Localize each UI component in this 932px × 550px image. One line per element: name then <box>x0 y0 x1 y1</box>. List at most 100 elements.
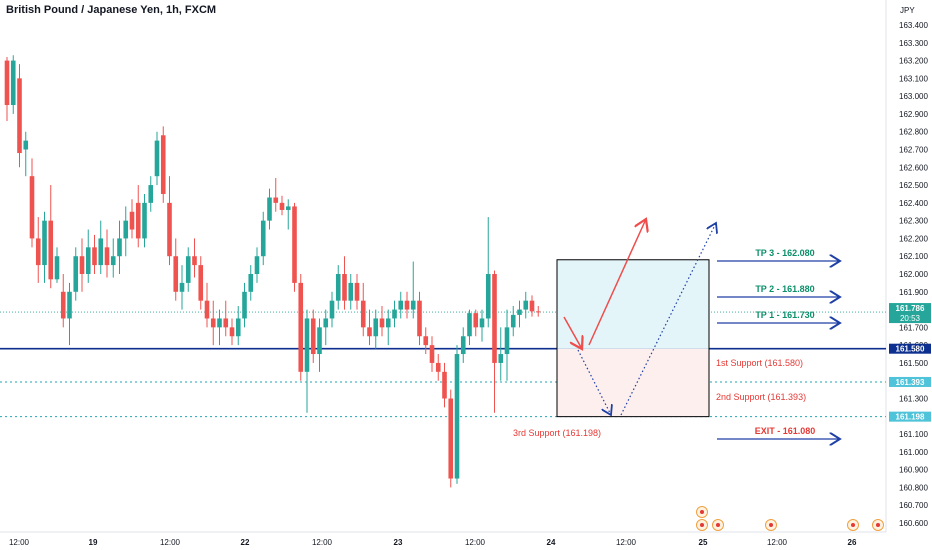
support-label-3: 3rd Support (161.198) <box>513 428 601 438</box>
event-marker-dot <box>700 523 704 527</box>
candle-body <box>273 197 279 203</box>
y-tick-label: 162.900 <box>899 110 928 119</box>
candle-body <box>235 318 241 337</box>
candle-body <box>373 318 379 337</box>
x-tick-label: 26 <box>848 538 857 547</box>
candle-body <box>73 256 79 292</box>
x-tick-label: 12:00 <box>312 538 333 547</box>
candle-body <box>85 247 91 274</box>
candle-body <box>473 313 479 328</box>
y-tick-label: 162.100 <box>899 252 928 261</box>
tp2-label: TP 2 - 161.880 <box>755 284 814 294</box>
support-2-tag-bg <box>889 376 931 387</box>
y-tick-label: 162.500 <box>899 181 928 190</box>
candle-body <box>535 311 541 313</box>
y-tick-label: 160.800 <box>899 483 928 492</box>
candle-body <box>117 238 122 257</box>
y-tick-label: 161.500 <box>899 359 928 368</box>
x-tick-label: 25 <box>699 538 708 547</box>
x-tick-label: 12:00 <box>160 538 181 547</box>
y-tick-label: 162.400 <box>899 199 928 208</box>
exit-label: EXIT - 161.080 <box>755 426 816 436</box>
y-tick-label: 160.600 <box>899 519 928 528</box>
candle-body <box>310 318 316 355</box>
y-tick-label: 160.900 <box>899 466 928 475</box>
candle-body <box>510 314 516 328</box>
event-marker-dot <box>851 523 855 527</box>
support-3-tag: 161.198 <box>896 413 925 422</box>
candle-body <box>385 318 391 328</box>
candle-body <box>360 300 366 328</box>
candle-body <box>223 318 229 328</box>
y-tick-label: 162.600 <box>899 163 928 172</box>
candle-body <box>398 300 404 310</box>
candle-body <box>110 256 116 266</box>
x-tick-label: 12:00 <box>767 538 788 547</box>
candle-body <box>417 300 422 337</box>
currency-label: JPY <box>900 6 915 15</box>
candle-body <box>460 336 466 355</box>
candle-body <box>435 362 441 372</box>
candle-body <box>367 327 372 337</box>
last-price-tag: 161.786 <box>896 304 925 313</box>
candle-body <box>129 211 135 230</box>
y-tick-label: 161.100 <box>899 430 928 439</box>
y-tick-label: 162.800 <box>899 128 928 137</box>
candle-body <box>154 140 160 177</box>
support-label-2: 2nd Support (161.393) <box>716 392 806 402</box>
candle-body <box>67 291 72 319</box>
candle-body <box>29 176 35 239</box>
support-label-1: 1st Support (161.580) <box>716 358 803 368</box>
candle-body <box>529 300 535 312</box>
y-tick-label: 162.300 <box>899 217 928 226</box>
candle-body <box>317 327 322 355</box>
x-tick-label: 12:00 <box>616 538 637 547</box>
x-tick-label: 24 <box>547 538 556 547</box>
candle-body <box>217 318 222 328</box>
candle-body <box>17 78 22 154</box>
candle-body <box>54 256 60 280</box>
event-marker-dot <box>700 510 704 514</box>
candle-body <box>504 327 510 355</box>
candle-body <box>467 313 472 337</box>
candle-body <box>442 371 447 399</box>
profit-zone <box>557 259 709 349</box>
candle-body <box>98 238 104 266</box>
candle-body <box>179 282 185 292</box>
candle-body <box>92 247 97 266</box>
x-tick-label: 19 <box>89 538 98 547</box>
support-1-tag: 161.580 <box>896 345 925 354</box>
y-tick-label: 161.900 <box>899 288 928 297</box>
candle-body <box>485 273 491 319</box>
candle-body <box>23 140 29 150</box>
support-1-tag-bg <box>889 343 931 354</box>
trade-box <box>556 259 710 418</box>
candle-body <box>173 256 179 292</box>
support-2-tag: 161.393 <box>896 378 925 387</box>
candle-body <box>479 318 485 328</box>
countdown-label: 20:53 <box>900 314 921 323</box>
candle-body <box>210 318 216 328</box>
candle-body <box>492 273 497 363</box>
y-tick-label: 162.700 <box>899 145 928 154</box>
event-marker-dot <box>716 523 720 527</box>
candle-body <box>323 318 329 328</box>
y-tick-label: 162.200 <box>899 234 928 243</box>
candle-body <box>48 220 54 280</box>
candle-body <box>292 206 297 283</box>
candle-body <box>123 220 129 239</box>
y-tick-label: 163.200 <box>899 57 928 66</box>
candle-body <box>148 185 154 203</box>
candle-body <box>454 354 460 479</box>
candle-body <box>379 318 385 328</box>
candle-body <box>304 318 310 372</box>
loss-zone <box>557 348 709 417</box>
red-arrow-down <box>563 316 582 349</box>
candle-body <box>285 206 291 210</box>
blue-dotted-down <box>577 349 611 415</box>
last-price-tag-bg <box>889 303 931 324</box>
candle-body <box>392 309 397 319</box>
candle-body <box>142 202 147 239</box>
candle-body <box>348 282 354 301</box>
